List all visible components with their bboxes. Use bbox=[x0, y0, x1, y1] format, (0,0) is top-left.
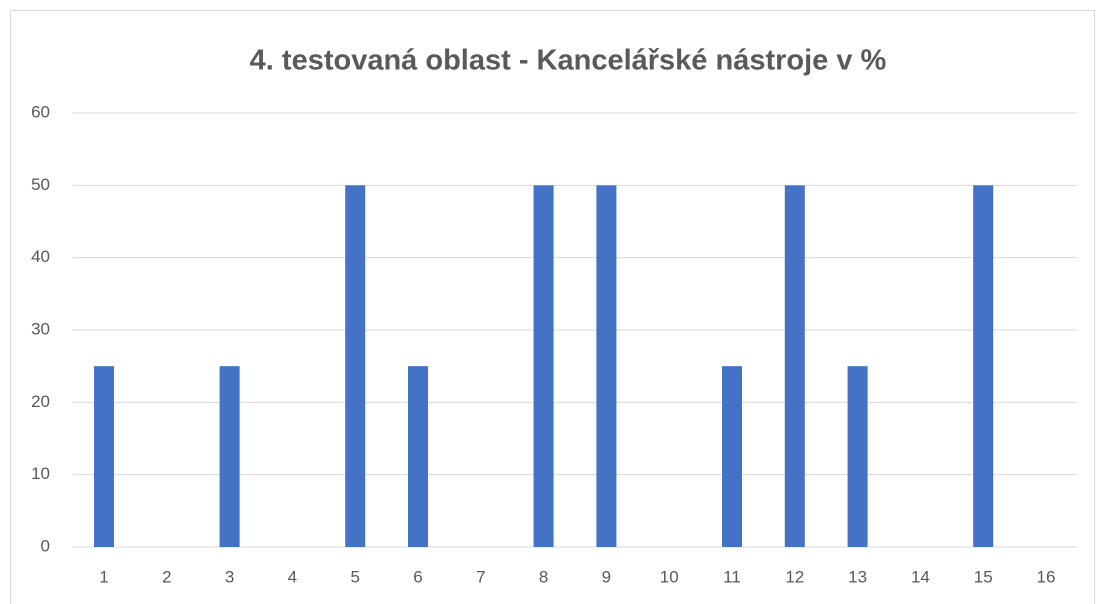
x-tick-label: 2 bbox=[162, 567, 171, 586]
x-tick-label: 1 bbox=[99, 567, 108, 586]
y-tick-label: 40 bbox=[31, 247, 50, 266]
bar bbox=[219, 366, 240, 547]
x-tick-label: 14 bbox=[911, 567, 930, 586]
bar bbox=[533, 185, 554, 548]
y-tick-label: 60 bbox=[31, 102, 50, 121]
y-tick-label: 50 bbox=[31, 175, 50, 194]
x-tick-label: 13 bbox=[848, 567, 867, 586]
bar bbox=[973, 185, 994, 548]
x-tick-label: 10 bbox=[660, 567, 679, 586]
x-tick-label: 5 bbox=[350, 567, 359, 586]
y-tick-label: 20 bbox=[31, 392, 50, 411]
y-tick-label: 10 bbox=[31, 464, 50, 483]
bar bbox=[847, 366, 868, 547]
bar bbox=[408, 366, 428, 547]
y-tick-label: 0 bbox=[41, 536, 50, 555]
bar bbox=[345, 185, 366, 548]
x-tick-label: 7 bbox=[476, 567, 485, 586]
x-tick-label: 15 bbox=[974, 567, 993, 586]
y-tick-label: 30 bbox=[31, 319, 50, 338]
bar bbox=[784, 185, 805, 548]
x-tick-label: 3 bbox=[225, 567, 234, 586]
bar bbox=[722, 366, 742, 547]
x-tick-label: 8 bbox=[539, 567, 548, 586]
x-tick-label: 12 bbox=[785, 567, 804, 586]
x-tick-label: 11 bbox=[723, 567, 741, 586]
x-tick-label: 6 bbox=[413, 567, 422, 586]
x-tick-label: 16 bbox=[1037, 567, 1056, 586]
x-tick-label: 4 bbox=[288, 567, 297, 586]
chart-title: 4. testovaná oblast - Kancelářské nástro… bbox=[250, 45, 887, 77]
bar bbox=[596, 185, 617, 548]
bar bbox=[94, 366, 114, 547]
x-tick-label: 9 bbox=[602, 567, 611, 586]
